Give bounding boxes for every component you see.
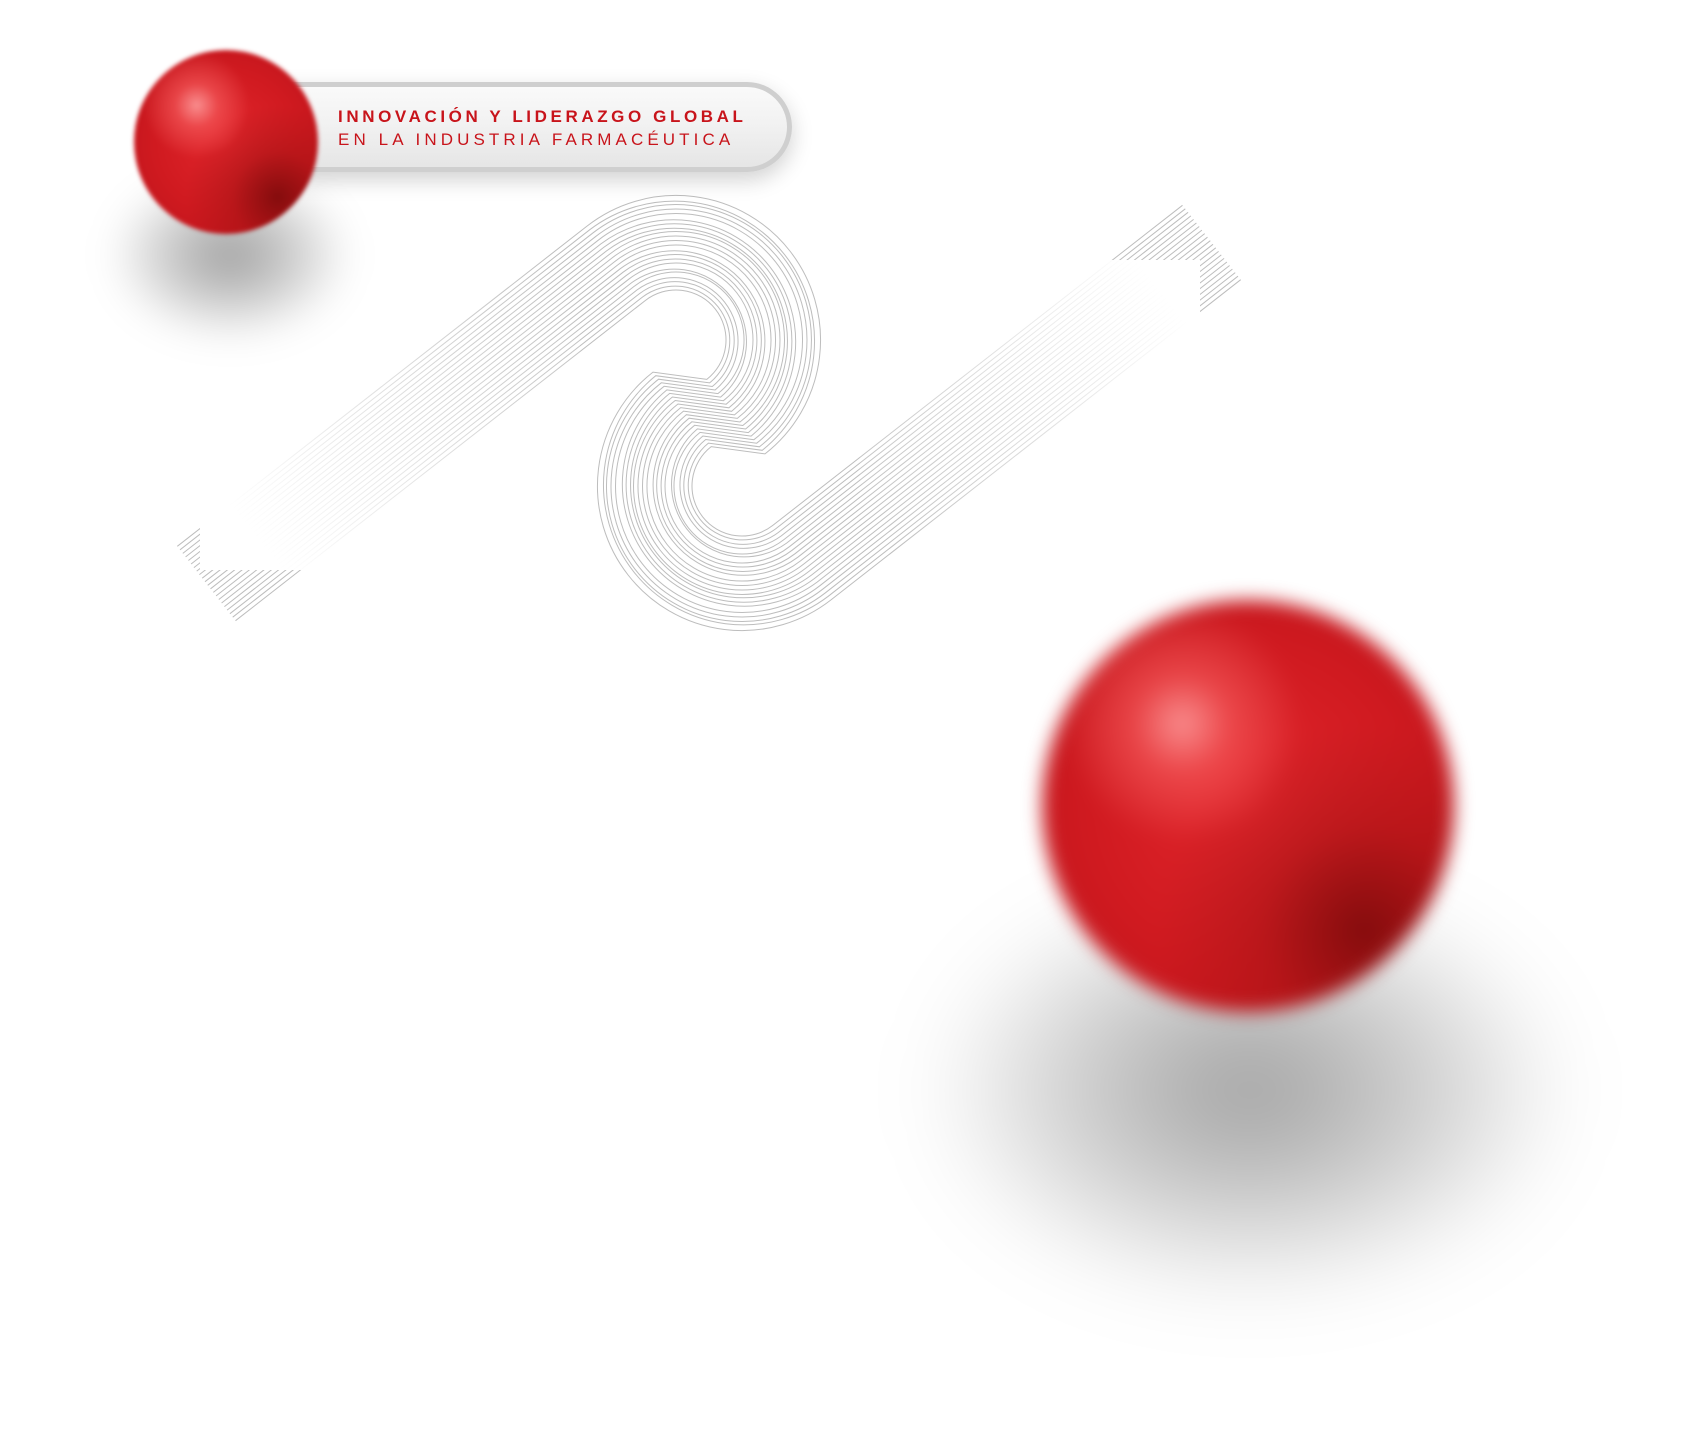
wave-line bbox=[204, 239, 1211, 583]
wave-line bbox=[210, 247, 1217, 591]
wave-line bbox=[201, 235, 1208, 579]
tagline-line-1: INNOVACIÓN Y LIDERAZGO GLOBAL bbox=[338, 107, 747, 126]
wave-line bbox=[215, 254, 1222, 599]
tagline-line-2: EN LA INDUSTRIA FARMACÉUTICA bbox=[338, 130, 735, 149]
large-red-sphere-icon bbox=[1042, 600, 1454, 1012]
wave-line bbox=[221, 261, 1228, 607]
wave-line bbox=[193, 223, 1200, 568]
wave-line bbox=[224, 265, 1230, 614]
wave-line bbox=[182, 204, 1189, 554]
wave-line bbox=[188, 212, 1194, 561]
wave-line bbox=[226, 268, 1233, 618]
wave-line bbox=[199, 231, 1206, 575]
wave-line bbox=[179, 200, 1186, 551]
wave-line bbox=[232, 275, 1239, 626]
wave-line bbox=[235, 279, 1242, 632]
wave-line bbox=[229, 272, 1236, 622]
red-sphere-icon bbox=[134, 50, 318, 234]
wave-line bbox=[218, 258, 1225, 603]
wave-line bbox=[196, 227, 1203, 572]
wave-line bbox=[207, 243, 1214, 587]
tagline-badge bbox=[232, 82, 792, 172]
wave-line bbox=[190, 219, 1197, 565]
tagline-text: INNOVACIÓN Y LIDERAZGO GLOBAL EN LA INDU… bbox=[338, 106, 788, 152]
wave-line bbox=[185, 208, 1192, 558]
wave-line bbox=[212, 251, 1219, 595]
wave-line bbox=[176, 194, 1183, 547]
